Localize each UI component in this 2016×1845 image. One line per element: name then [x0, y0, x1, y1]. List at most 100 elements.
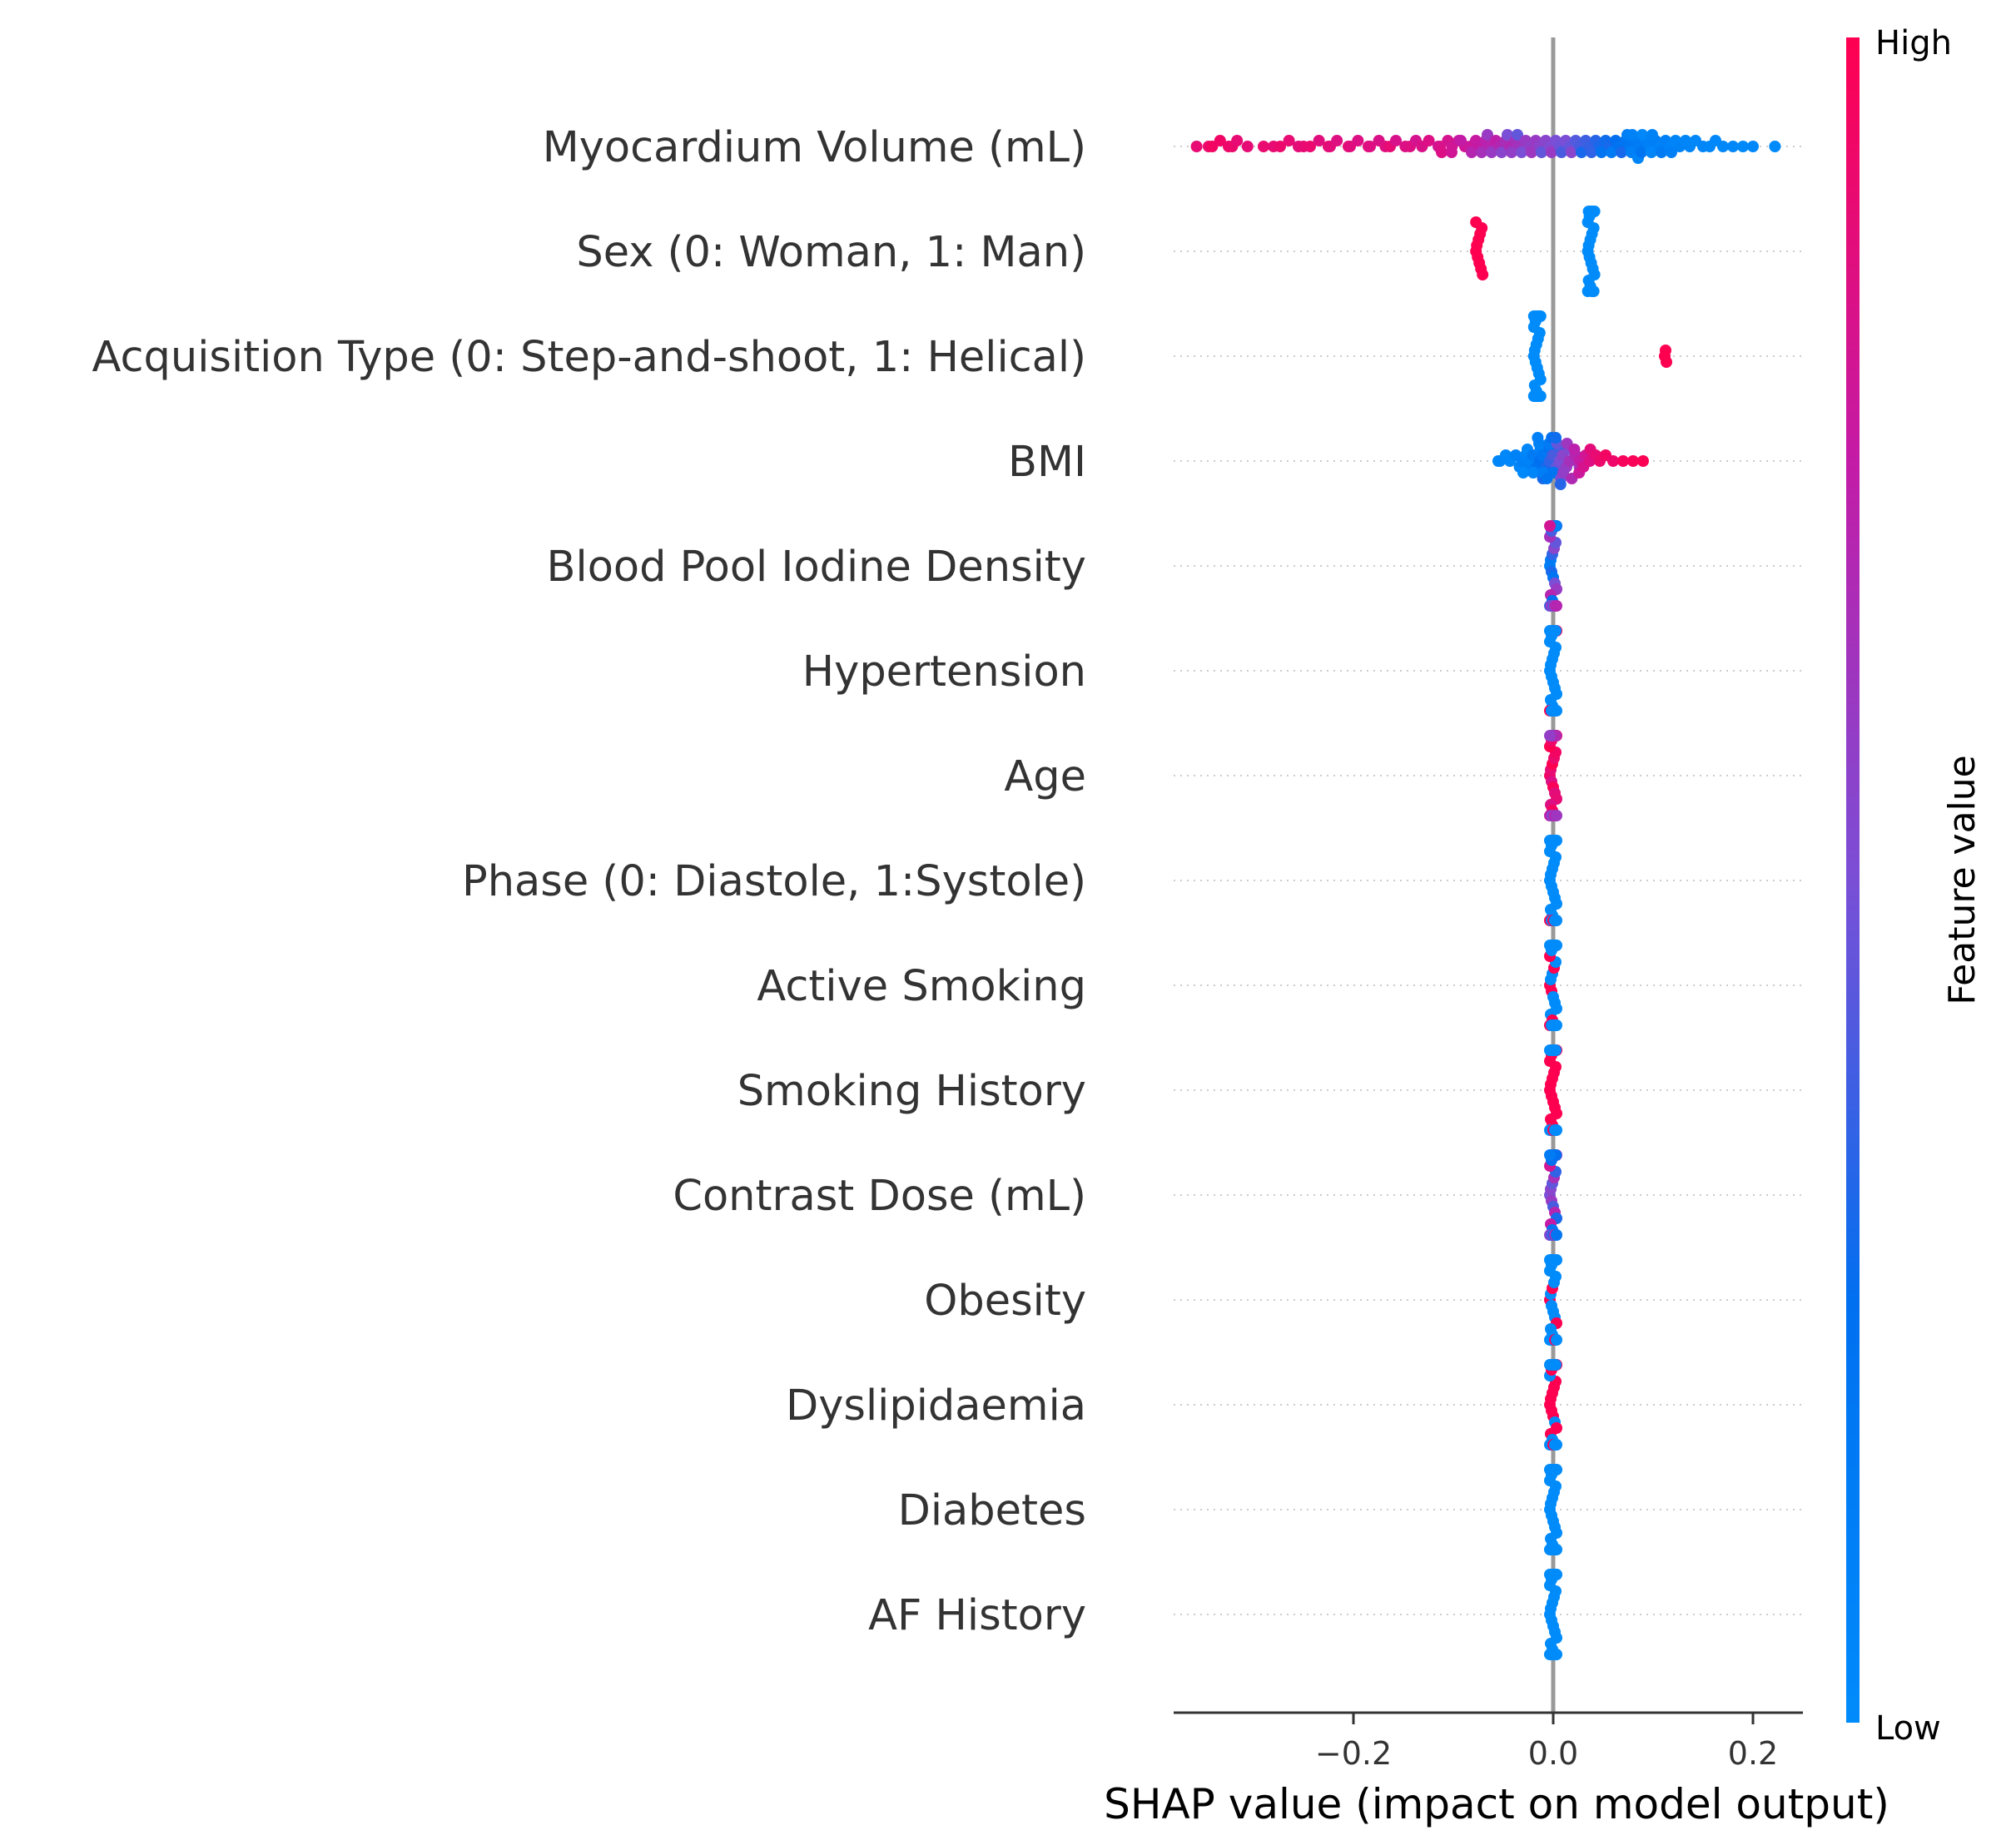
shap-point [1516, 146, 1527, 158]
feature-label: Hypertension [802, 647, 1086, 697]
shap-point [1470, 216, 1482, 228]
shap-point [1534, 390, 1547, 402]
shap-point [1352, 135, 1364, 146]
shap-point [1544, 1569, 1556, 1580]
shap-points [1190, 129, 1781, 1660]
shap-point [1551, 1649, 1562, 1660]
shap-point [1527, 310, 1540, 322]
feature-label: Active Smoking [757, 962, 1086, 1011]
shap-point [1551, 1019, 1562, 1031]
shap-point [1544, 1359, 1556, 1371]
shap-point [1544, 1464, 1556, 1476]
shap-point [1646, 146, 1657, 158]
colorbar-title: Feature value [1941, 755, 1984, 1004]
feature-label: Obesity [924, 1277, 1086, 1326]
shap-point [1550, 432, 1562, 444]
x-tick-label: 0.2 [1728, 1735, 1778, 1772]
shap-point [1526, 146, 1537, 158]
shap-point [1544, 1254, 1556, 1266]
shap-point [1636, 146, 1647, 158]
shap-point [1436, 146, 1447, 158]
shap-point [1717, 141, 1729, 152]
shap-point [1636, 129, 1648, 141]
shap-point [1586, 146, 1597, 158]
x-ticks: −0.2 0.0 0.2 [1315, 1713, 1778, 1772]
shap-point [1258, 141, 1269, 152]
shap-point [1455, 135, 1467, 146]
shap-point [1544, 625, 1556, 637]
feature-label: Myocardium Volume (mL) [543, 123, 1086, 172]
row-guide-lines [1174, 146, 1803, 1615]
shap-point [1556, 146, 1567, 158]
shap-point [1656, 146, 1667, 158]
shap-point [1637, 455, 1649, 467]
shap-point [1551, 1334, 1562, 1346]
shap-point [1617, 455, 1629, 467]
shap-point [1661, 356, 1672, 368]
x-tick-label: −0.2 [1315, 1735, 1392, 1772]
shap-point [1660, 345, 1671, 356]
shap-point [1551, 1124, 1562, 1136]
shap-point [1466, 146, 1477, 158]
shap-point [1231, 135, 1244, 146]
shap-point [1607, 455, 1619, 467]
shap-point [1554, 479, 1567, 490]
feature-label: Acquisition Type (0: Step-and-shoot, 1: … [92, 333, 1087, 382]
feature-label: Sex (0: Woman, 1: Man) [576, 228, 1086, 277]
shap-point [1769, 141, 1781, 152]
colorbar-gradient [1846, 37, 1860, 1723]
shap-point [1737, 141, 1749, 152]
feature-label: Smoking History [737, 1067, 1086, 1116]
shap-point [1313, 135, 1325, 146]
feature-label: Age [1004, 752, 1086, 801]
feature-label: BMI [1008, 438, 1086, 487]
shap-point [1331, 135, 1343, 146]
shap-point [1512, 129, 1523, 141]
shap-point [1544, 940, 1556, 951]
shap-point [1476, 146, 1487, 158]
shap-point [1551, 705, 1562, 717]
shap-point [1582, 206, 1595, 217]
shap-point [1304, 141, 1316, 152]
shap-point [1596, 146, 1607, 158]
shap-point [1546, 146, 1557, 158]
shap-point [1496, 146, 1507, 158]
shap-point [1446, 146, 1457, 158]
shap-point [1627, 455, 1639, 467]
shap-point [1532, 432, 1544, 444]
shap-point [1616, 146, 1627, 158]
shap-point [1486, 146, 1497, 158]
feature-labels: Myocardium Volume (mL) Sex (0: Woman, 1: … [92, 123, 1087, 1640]
shap-point [1646, 129, 1658, 141]
shap-point [1502, 129, 1513, 141]
shap-point [1423, 135, 1435, 146]
shap-point [1274, 141, 1286, 152]
shap-point [1727, 141, 1739, 152]
shap-point [1551, 1229, 1562, 1241]
shap-point [1527, 467, 1539, 479]
feature-label: Diabetes [898, 1486, 1086, 1535]
shap-point [1477, 269, 1489, 280]
shap-point [1544, 1149, 1556, 1161]
shap-point [1283, 135, 1295, 146]
shap-point [1747, 141, 1759, 152]
feature-label: Blood Pool Iodine Density [547, 543, 1086, 592]
shap-point [1666, 146, 1677, 158]
feature-label: AF History [868, 1591, 1086, 1640]
shap-point [1364, 141, 1376, 152]
shap-point [1551, 600, 1562, 612]
shap-point [1544, 520, 1556, 532]
shap-point [1557, 467, 1569, 479]
shap-point [1506, 146, 1517, 158]
feature-label: Phase (0: Diastole, 1:Systole) [462, 857, 1086, 906]
shap-point [1551, 1544, 1562, 1555]
shap-point [1551, 810, 1562, 821]
colorbar: High Low Feature value [1846, 24, 1984, 1748]
shap-point [1551, 1439, 1562, 1451]
shap-point [1536, 146, 1547, 158]
shap-point [1544, 730, 1556, 741]
shap-point [1544, 1044, 1556, 1056]
colorbar-low-label: Low [1875, 1709, 1941, 1748]
shap-point [1241, 141, 1254, 152]
